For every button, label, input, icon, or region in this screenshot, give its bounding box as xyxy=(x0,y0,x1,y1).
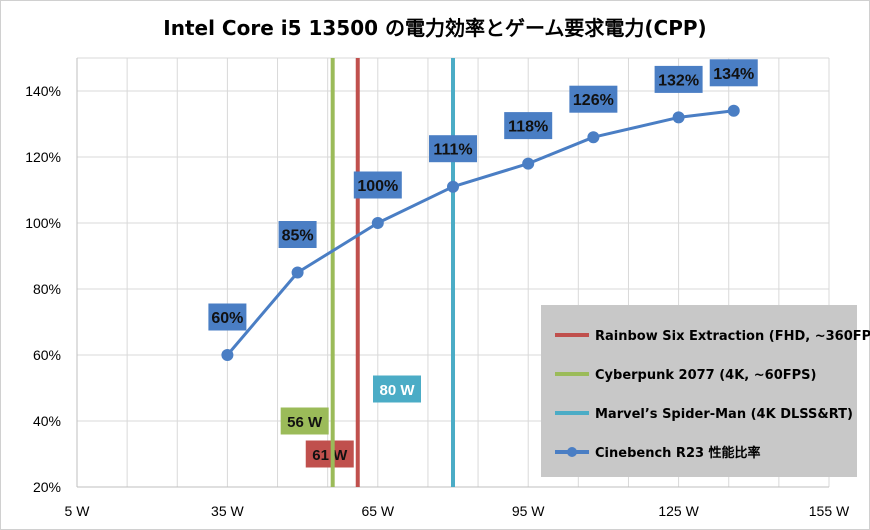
y-tick-label: 120% xyxy=(25,149,61,165)
legend-marker xyxy=(567,447,577,457)
reference-label: 80 W xyxy=(379,382,415,399)
legend-label: Cyberpunk 2077 (4K, ~60FPS) xyxy=(595,368,816,383)
data-label-box xyxy=(709,59,758,87)
data-point xyxy=(447,180,459,193)
y-tick-label: 40% xyxy=(33,413,61,429)
reference-label-box xyxy=(305,440,354,468)
data-label: 132% xyxy=(658,72,699,89)
data-label: 85% xyxy=(282,228,314,245)
legend-label: Marvel’s Spider-Man (4K DLSS&RT) xyxy=(595,407,853,422)
x-tick-label: 65 W xyxy=(361,503,394,519)
legend: Rainbow Six Extraction (FHD, ~360FPS) Cyb… xyxy=(541,305,870,477)
data-label: 134% xyxy=(713,66,754,83)
x-tick-label: 95 W xyxy=(512,503,545,519)
y-tick-label: 100% xyxy=(25,215,61,231)
data-label-box xyxy=(654,65,703,93)
reference-label: 56 W xyxy=(287,414,323,431)
reference-lines: 61 W 56 W 80 W xyxy=(280,58,455,487)
series-layer: 60% 85% 100% 111% 118% 126% 132% 134% xyxy=(208,59,758,361)
data-label-box xyxy=(208,303,247,331)
data-point xyxy=(672,111,685,124)
y-tick-label: 80% xyxy=(33,281,61,297)
data-label: 100% xyxy=(357,178,398,195)
data-label-box xyxy=(353,171,402,199)
data-label-box xyxy=(569,85,618,113)
data-point xyxy=(587,131,600,144)
series-line xyxy=(226,109,734,356)
data-point xyxy=(291,266,304,279)
data-label: 60% xyxy=(211,310,243,327)
tick-labels: 20% 40% 60% 80% 100% 120% 140% 5 W 35 W 65 W 95 W 1… xyxy=(25,83,850,519)
legend-box xyxy=(541,305,857,477)
data-label: 111% xyxy=(433,142,472,159)
data-label: 126% xyxy=(573,92,614,109)
data-label-box xyxy=(278,221,317,248)
reference-label-box xyxy=(280,407,329,435)
data-point xyxy=(727,104,740,117)
data-label-box xyxy=(504,112,553,140)
chart-title: Intel Core i5 13500 の電力効率とゲーム要求電力(CPP) xyxy=(163,16,707,40)
data-point xyxy=(371,217,384,229)
reference-label: 61 W xyxy=(312,447,348,464)
x-tick-label: 35 W xyxy=(211,503,244,519)
legend-label: Cinebench R23 性能比率 xyxy=(595,445,761,461)
y-tick-label: 60% xyxy=(33,347,61,363)
data-point xyxy=(522,157,535,170)
y-tick-label: 140% xyxy=(25,83,61,99)
legend-label: Rainbow Six Extraction (FHD, ~360FPS) xyxy=(595,329,870,344)
data-label-box xyxy=(429,135,477,163)
x-tick-label: 155 W xyxy=(809,503,850,519)
data-label: 118% xyxy=(508,119,548,136)
reference-label-box xyxy=(373,375,421,403)
y-tick-label: 20% xyxy=(33,479,61,495)
data-point xyxy=(221,349,234,361)
x-tick-label: 125 W xyxy=(658,503,699,519)
x-tick-label: 5 W xyxy=(65,503,91,519)
